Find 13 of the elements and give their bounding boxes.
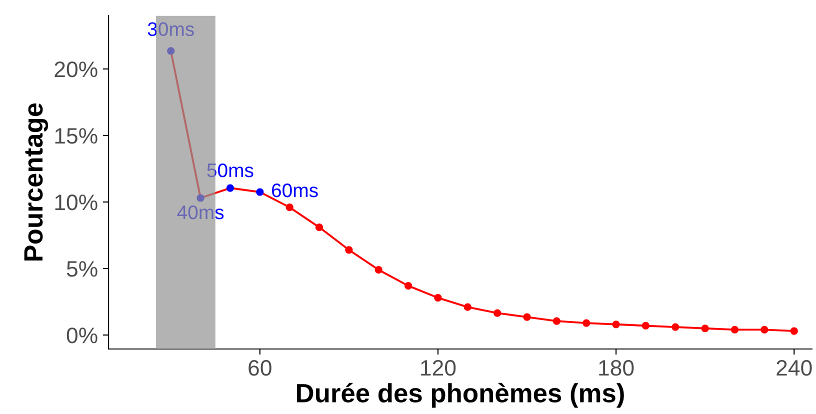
x-tick-label: 60 xyxy=(248,360,272,376)
y-tick-label: 15% xyxy=(55,128,98,144)
x-tick-label: 240 xyxy=(776,360,812,376)
x-axis-title: Durée des phonèmes (ms) xyxy=(297,382,624,408)
y-tick-label: 5% xyxy=(66,261,98,277)
x-tick-label: 120 xyxy=(421,360,456,376)
y-tick-label: 20% xyxy=(54,61,98,78)
annotation: 60ms xyxy=(272,183,318,198)
y-axis-title: Pourcentage xyxy=(24,103,48,261)
y-tick-label: 0% xyxy=(66,328,98,344)
x-tick-label: 180 xyxy=(599,360,634,376)
annotation: 50ms xyxy=(207,163,254,178)
y-tick-label: 10% xyxy=(55,194,98,210)
